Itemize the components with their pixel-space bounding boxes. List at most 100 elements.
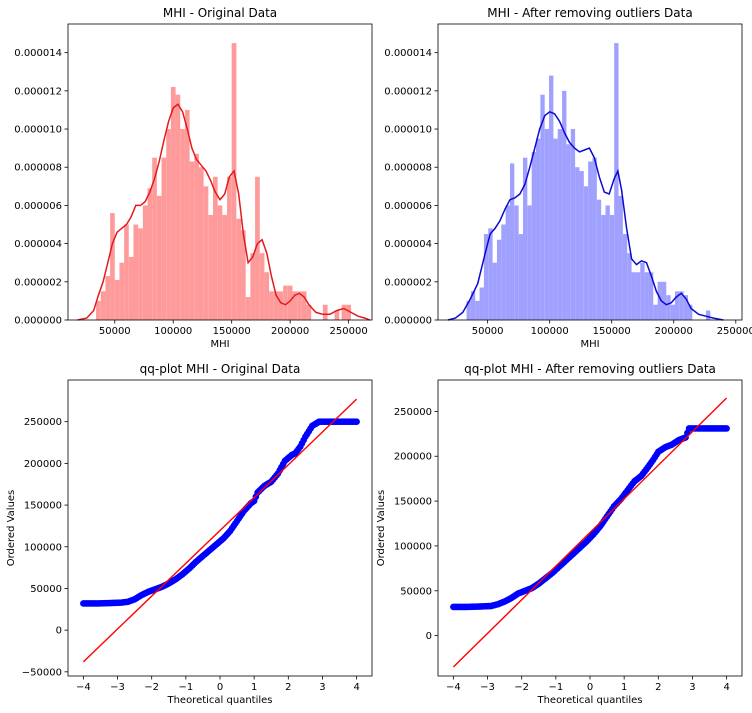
y-tick-label: 0.000012 [14, 86, 62, 97]
y-axis-label: Ordered Values [6, 490, 17, 567]
histogram-bar [222, 214, 228, 320]
y-tick-label: 200000 [24, 459, 62, 470]
histogram-bar [674, 291, 680, 320]
histogram-bar [553, 138, 558, 320]
x-tick-label: −1 [178, 682, 193, 693]
y-tick-label: 0.000014 [14, 48, 62, 59]
histogram-bar [147, 188, 153, 320]
histogram-bar [588, 161, 593, 320]
histogram-bar [156, 195, 162, 320]
x-tick-label: 150000 [593, 326, 631, 337]
chart-panel-4 [450, 397, 730, 668]
histogram-bar [301, 291, 307, 320]
histogram-bar [124, 224, 129, 320]
histogram-bar [245, 297, 251, 320]
histogram-bar [269, 291, 274, 320]
histogram-bar [250, 253, 256, 320]
histogram-bar [278, 291, 284, 320]
histogram-bar [618, 195, 623, 320]
histogram-bar [575, 167, 580, 320]
y-tick-label: 0.000008 [384, 163, 432, 174]
y-axis-label: Ordered Values [376, 490, 387, 567]
histogram-bar [306, 304, 312, 320]
y-tick-label: 0.000002 [14, 277, 62, 288]
histogram-bar [609, 214, 615, 320]
histogram-bar [648, 272, 654, 320]
chart-panel-2 [447, 43, 724, 321]
y-tick-label: 0.000010 [14, 125, 62, 136]
y-tick-label: 0.000004 [14, 239, 62, 250]
y-tick-label: 150000 [24, 501, 62, 512]
histogram-bar [679, 291, 684, 320]
histogram-bar [133, 224, 139, 320]
histogram-bar [128, 256, 134, 320]
y-tick-label: 250000 [394, 407, 432, 418]
histogram-bar [496, 239, 502, 320]
qq-point [723, 425, 730, 432]
histogram-bar [322, 304, 328, 320]
histogram-bar [566, 144, 571, 320]
chart-panel-1 [77, 43, 370, 321]
y-tick-label: 150000 [394, 497, 432, 508]
histogram-bar [105, 276, 111, 320]
chart-title: MHI - After removing outliers Data [487, 6, 692, 20]
histogram-bar [100, 291, 106, 320]
histogram-bar [119, 262, 125, 320]
histogram-bar [283, 285, 288, 320]
histogram-bar [138, 228, 143, 320]
histogram-bar [653, 304, 658, 320]
y-tick-label: 0.000000 [14, 316, 62, 327]
y-tick-label: 0.000008 [14, 163, 62, 174]
x-axis-label: Theoretical quantiles [536, 695, 642, 706]
chart-title: qq-plot MHI - After removing outliers Da… [464, 362, 716, 376]
histogram-bar [549, 75, 554, 321]
histogram-bar [180, 129, 185, 320]
x-tick-label: −3 [110, 682, 125, 693]
y-tick-label: 50000 [400, 586, 432, 597]
histogram-bar [217, 205, 223, 320]
axes-frame [437, 23, 743, 321]
histogram-bar [501, 224, 506, 320]
histogram-bar [536, 138, 541, 320]
histogram-bar [666, 295, 671, 320]
x-tick-label: 0 [587, 682, 593, 693]
x-tick-label: −2 [514, 682, 529, 693]
x-tick-label: 200000 [271, 326, 309, 337]
x-tick-label: 2 [285, 682, 291, 693]
histogram-bar [605, 205, 610, 320]
histogram-bar [96, 300, 101, 320]
y-tick-label: 250000 [24, 417, 62, 428]
y-tick-label: 50000 [30, 584, 62, 595]
histogram-bar [614, 43, 619, 321]
y-tick-label: 0.000000 [384, 316, 432, 327]
histogram-bar [241, 230, 246, 320]
histogram-bar [287, 285, 293, 320]
histogram-bar [522, 157, 528, 320]
x-tick-label: 250000 [717, 326, 752, 337]
histogram-bar [334, 310, 340, 320]
histogram-bar [601, 214, 606, 320]
histogram-bar [483, 234, 489, 320]
histogram-bar [208, 214, 213, 320]
histogram-bar [579, 171, 584, 320]
y-tick-label: 0.000014 [384, 48, 432, 59]
x-tick-label: 0 [217, 682, 223, 693]
x-tick-label: 1 [251, 682, 257, 693]
axes-frame [67, 23, 373, 321]
y-tick-label: 0.000006 [384, 201, 432, 212]
histogram-bar [227, 176, 232, 320]
histogram-bar [203, 186, 209, 320]
y-tick-label: 0.000002 [384, 277, 432, 288]
histogram-bar [175, 94, 181, 320]
histogram-bar [212, 176, 218, 320]
x-tick-label: 100000 [154, 326, 192, 337]
histogram-bar [479, 287, 484, 320]
histogram-bar [161, 157, 167, 320]
histogram-bar [635, 272, 641, 320]
histogram-bar [297, 291, 302, 320]
x-axis-label: Theoretical quantiles [166, 695, 272, 706]
histogram-bar [670, 304, 675, 320]
histogram-bar [505, 205, 510, 320]
histogram-bar [509, 163, 515, 320]
